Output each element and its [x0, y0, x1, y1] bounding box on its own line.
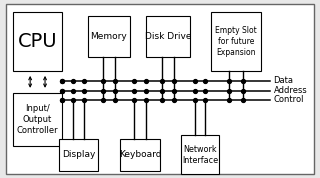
Text: Control: Control — [274, 95, 304, 104]
Text: Input/
Output
Controller: Input/ Output Controller — [17, 104, 59, 135]
Text: Empty Slot
for future
Expansion: Empty Slot for future Expansion — [215, 26, 257, 57]
Text: Address: Address — [274, 86, 307, 95]
Bar — [120, 139, 160, 171]
Bar — [146, 16, 190, 57]
Text: CPU: CPU — [18, 32, 57, 51]
Text: Data: Data — [274, 77, 294, 85]
Bar — [59, 139, 98, 171]
Text: Network
Interface: Network Interface — [182, 145, 218, 165]
Bar — [13, 12, 62, 71]
Bar — [13, 93, 62, 146]
Text: Memory: Memory — [91, 32, 127, 41]
Bar — [181, 135, 219, 174]
Bar — [211, 12, 261, 71]
Bar — [88, 16, 130, 57]
Text: Display: Display — [62, 150, 95, 159]
Text: Keyboard: Keyboard — [119, 150, 161, 159]
Text: Disk Drive: Disk Drive — [145, 32, 191, 41]
